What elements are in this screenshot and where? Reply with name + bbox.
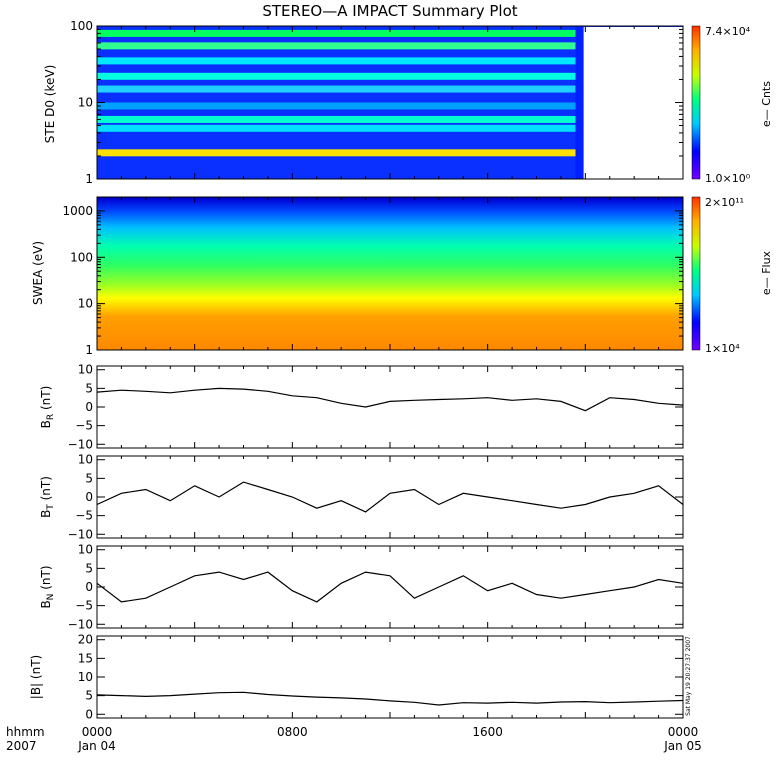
- ste-gap-edge: [575, 26, 584, 179]
- y-tick-label: −10: [68, 617, 93, 631]
- x-tick-label: 0800: [277, 725, 308, 739]
- ste-bands: [97, 26, 683, 179]
- y-tick-label: 10: [78, 543, 93, 557]
- swea-colorbar-label: e— Flux: [760, 250, 773, 295]
- y-tick-label: 1: [85, 343, 93, 357]
- y-tick-label: 5: [85, 471, 93, 485]
- plot-timestamp: Sat May 19 20:27:37 2007: [685, 636, 692, 716]
- bt-frame: [96, 455, 684, 539]
- ste-band: [97, 72, 576, 80]
- bmag-ylabel: |B| (nT): [29, 655, 43, 699]
- y-tick-label: 0: [85, 490, 93, 504]
- ste-colorbar: [691, 25, 701, 180]
- ste-band: [97, 57, 576, 65]
- ste-band: [97, 124, 576, 132]
- bt-trace: [97, 481, 683, 513]
- y-tick-label: 0: [85, 580, 93, 594]
- y-tick-label: 0: [85, 400, 93, 414]
- ste-colorbar-label: e— Cnts: [760, 81, 773, 127]
- y-tick-label: 100: [70, 250, 93, 264]
- ste-band: [97, 102, 576, 110]
- y-tick-label: 10: [78, 363, 93, 377]
- bt-panel: 10 5 0 −5 −10 BT (nT): [39, 453, 684, 541]
- y-tick-label: 15: [78, 651, 93, 665]
- y-tick-label: 0: [85, 707, 93, 721]
- ste-data-gap: [583, 27, 683, 179]
- y-tick-label: −5: [75, 509, 93, 523]
- ste-band: [97, 42, 576, 50]
- bn-ylabel: BN (nT): [39, 565, 56, 608]
- y-tick-label: 10: [78, 670, 93, 684]
- x-tick-label: 0000: [82, 725, 113, 739]
- y-tick-label: 10: [78, 96, 93, 110]
- footer-year: 2007: [6, 739, 37, 753]
- swea-colorbar: [691, 196, 701, 351]
- bn-trace: [97, 571, 683, 603]
- ste-band: [97, 29, 576, 37]
- y-tick-label: 10: [78, 453, 93, 467]
- bmag-panel: 20 15 10 5 0 |B| (nT): [29, 633, 684, 721]
- swea-colorbar-max: 2×10¹¹: [705, 196, 744, 209]
- y-tick-label: −5: [75, 599, 93, 613]
- x-tick-date: Jan 05: [663, 739, 702, 753]
- y-tick-label: 20: [78, 633, 93, 647]
- br-ylabel: BR (nT): [39, 386, 56, 429]
- swea-colorbar-min: 1×10⁴: [705, 342, 740, 355]
- br-trace: [97, 387, 683, 412]
- br-panel: 10 5 0 −5 −10 BR (nT): [39, 363, 684, 451]
- bn-panel: 10 5 0 −5 −10 BN (nT): [39, 543, 684, 631]
- swea-panel: 1 10 100 1000 SWEA (eV): [31, 196, 684, 357]
- y-tick-label: 5: [85, 381, 93, 395]
- ste-y-axis: 1 10 100: [70, 19, 684, 186]
- ste-band: [97, 115, 576, 123]
- ste-colorbar-min: 1.0×10⁰: [705, 172, 751, 185]
- swea-ylabel: SWEA (eV): [31, 241, 45, 305]
- bt-ylabel: BT (nT): [39, 476, 56, 518]
- br-frame: [96, 365, 684, 449]
- ste-band: [97, 85, 576, 93]
- ste-panel: 1 10 100 STE D0 (keV): [43, 19, 684, 186]
- x-tick-label: 0000: [668, 725, 699, 739]
- x-tick-label: 1600: [472, 725, 503, 739]
- y-tick-label: 100: [70, 19, 93, 33]
- footer-hhmm: hhmm: [6, 725, 45, 739]
- bn-frame: [96, 545, 684, 629]
- plot-title: STEREO—A IMPACT Summary Plot: [262, 2, 517, 20]
- swea-y-axis: 1 10 100 1000: [62, 196, 684, 357]
- x-tick-date: Jan 04: [77, 739, 116, 753]
- y-tick-label: −5: [75, 419, 93, 433]
- swea-heatmap: [97, 197, 683, 350]
- ste-colorbar-max: 7.4×10⁴: [705, 25, 751, 38]
- y-tick-label: −10: [68, 527, 93, 541]
- magnetic-field-panels: 10 5 0 −5 −10 BR (nT) 10 5 0 −5 −10 BT (nT) 10 5 0 −5 −1…: [29, 363, 684, 721]
- bmag-trace: [97, 691, 683, 706]
- y-tick-label: 5: [85, 561, 93, 575]
- y-tick-label: −10: [68, 437, 93, 451]
- y-tick-label: 1: [85, 172, 93, 186]
- y-tick-label: 5: [85, 689, 93, 703]
- bmag-frame: [96, 635, 684, 719]
- ste-band: [97, 149, 576, 157]
- y-tick-label: 10: [78, 297, 93, 311]
- y-tick-label: 1000: [62, 204, 93, 218]
- ste-ylabel: STE D0 (keV): [43, 65, 57, 144]
